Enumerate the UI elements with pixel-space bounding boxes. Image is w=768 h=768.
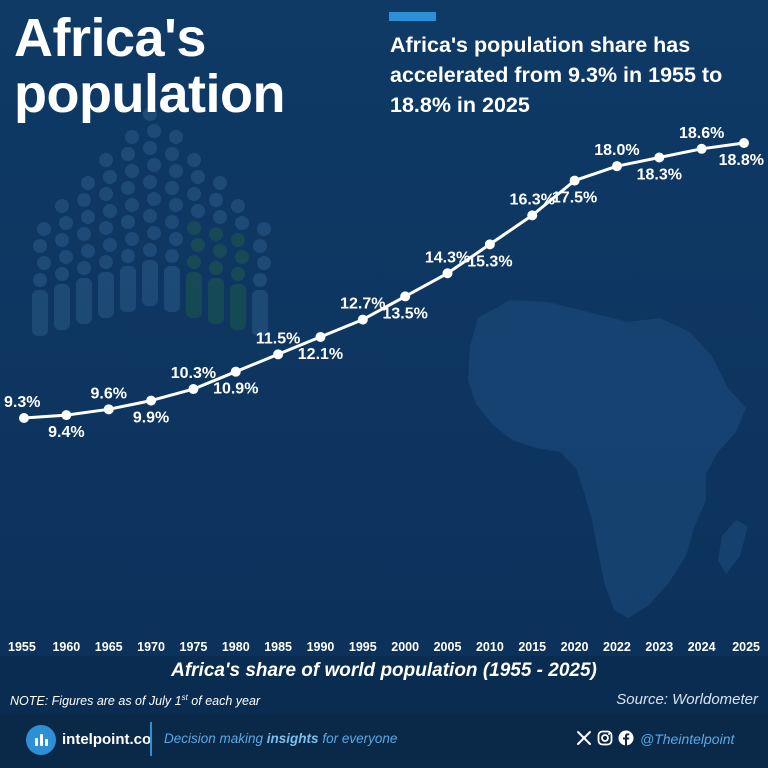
data-point [400,291,411,302]
x-tick-label: 2005 [434,640,462,654]
social-handle[interactable]: @Theintelpoint [640,731,735,747]
footnote-suffix: of each year [187,694,261,709]
data-point [19,413,29,423]
x-icon[interactable] [576,730,592,746]
data-point [315,331,326,342]
instagram-icon[interactable] [597,730,613,746]
source-label: Source: Worldometer [616,691,758,708]
data-point [188,384,199,395]
data-label: 18.8% [719,152,764,169]
data-point [357,314,368,325]
footnote: NOTE: Figures are as of July 1st of each… [10,693,260,708]
data-point [230,366,241,377]
data-point [484,239,495,250]
data-point [611,161,622,172]
x-tick-label: 1975 [180,640,208,654]
data-label: 17.5% [552,190,597,207]
data-label: 13.5% [382,305,427,322]
x-tick-label: 2015 [518,640,546,654]
data-point [442,268,453,279]
data-point [273,349,284,360]
tagline-post: for everyone [318,731,398,746]
footnote-sup: st [181,693,188,702]
headline: Africa's population share has accelerate… [390,33,723,117]
brand-link[interactable]: intelpoint.co [62,731,152,748]
x-tick-label: 1990 [307,640,335,654]
data-label: 10.9% [213,381,258,398]
x-tick-label: 1995 [349,640,377,654]
x-tick-label: 1955 [8,640,36,654]
data-point [146,395,157,406]
data-label: 18.6% [679,125,724,142]
chart-caption: Africa's share of world population (1955… [171,660,597,681]
data-point [61,410,72,421]
data-label: 15.3% [467,253,512,270]
accent-bar [389,12,436,21]
people-crowd-icon [32,107,271,336]
x-tick-label: 2022 [603,640,631,654]
page-title: Africa's population [14,8,285,124]
x-tick-label: 1965 [95,640,123,654]
data-label: 9.3% [4,394,40,411]
data-label: 12.7% [340,296,385,313]
facebook-icon[interactable] [618,730,634,746]
tagline-bold: insights [266,731,319,746]
data-label: 18.0% [594,142,639,159]
x-tick-label: 1970 [137,640,165,654]
data-label: 11.5% [256,330,300,347]
x-tick-label: 2023 [645,640,673,654]
tagline-pre: Decision making [164,731,267,746]
x-tick-label: 1980 [222,640,250,654]
x-tick-label: 1960 [52,640,80,654]
series-line [23,141,745,420]
tagline: Decision making insights for everyone [164,731,397,746]
x-tick-label: 2024 [688,640,716,654]
data-label: 18.3% [637,166,682,183]
line-series [23,141,745,420]
caption-band [0,656,768,714]
data-point [739,138,749,148]
x-tick-label: 2025 [732,640,760,654]
data-point [527,210,538,221]
data-point [569,175,580,186]
data-label: 12.1% [298,346,343,363]
data-point [696,143,707,154]
x-tick-label: 2010 [476,640,504,654]
footer-divider [150,722,152,756]
data-label: 9.4% [48,424,84,441]
x-tick-label: 2000 [391,640,419,654]
data-label: 14.3% [425,249,470,266]
data-label: 9.6% [90,385,126,402]
footer [0,714,768,768]
x-tick-label: 2020 [561,640,589,654]
intelpoint-logo-icon[interactable] [26,725,56,755]
x-tick-label: 1985 [264,640,292,654]
footnote-prefix: NOTE: Figures are as of July 1 [10,694,182,709]
chart-canvas: 9.3% 9.4% 9.6% 9.9% 10.3%10.9% 11.5%12.1% 12.7… [4,107,764,654]
data-label: 9.9% [133,410,169,427]
data-point [654,152,665,163]
data-label: 10.3% [171,365,216,382]
data-point [103,404,114,415]
data-label: 16.3% [510,191,555,208]
africa-map-icon [468,300,748,618]
